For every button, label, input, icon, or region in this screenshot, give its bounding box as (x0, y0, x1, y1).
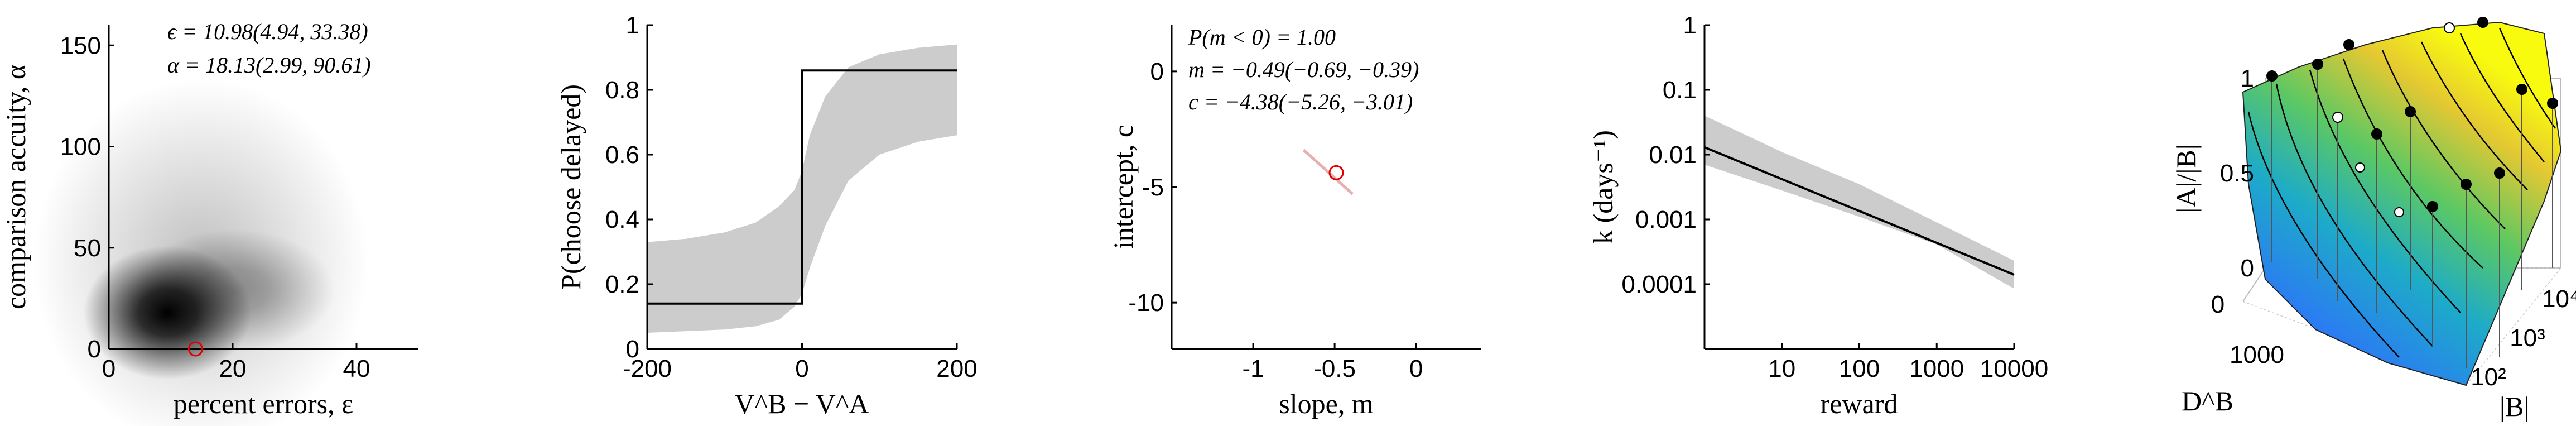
panel-2-series-line (647, 69, 957, 305)
y-tick-label: 0.01 (1649, 141, 1697, 169)
panel-2-xticks: -200 0 200 (623, 343, 978, 382)
y-tick-label: 50 (74, 234, 101, 262)
panel-4-credible-band (1705, 116, 2014, 289)
panel-3-marker (1328, 165, 1344, 180)
x-tick-label: 40 (343, 355, 370, 382)
x-tick-label: 200 (936, 355, 977, 382)
density-tail (134, 229, 335, 352)
panel-5-ylabel: D^B (2182, 385, 2233, 417)
panel-2-yticks: 0 0.2 0.4 0.6 0.8 1 (605, 12, 653, 363)
z-tick-label: 0 (2241, 255, 2254, 282)
panel-1-ylabel: comparison accuity, α (0, 65, 31, 309)
panel-2-xlabel: V^B − V^A (735, 388, 869, 419)
panel-3-yticks: -10 -5 0 (1128, 58, 1177, 317)
panel-5-xlabel: |B| (2500, 391, 2529, 422)
panel-3-posterior-line (1302, 149, 1354, 195)
panel-3-annotation-2: m = −0.49(−0.69, −0.39) (1188, 57, 1419, 82)
panel-2-choice-curve: -200 0 200 00.20.40.60.81 V^B − V^A P(choo… (555, 12, 978, 419)
y-tick-label: -10 (1128, 289, 1164, 317)
x-tick-label: 1000 (1909, 355, 1964, 382)
y-tick-label: 1 (626, 12, 639, 39)
y-tick-label: 0.0001 (1621, 271, 1697, 298)
panel-4-xticks: 10 100 1000 10000 (1768, 343, 2048, 382)
y-tick-label: 1 (1683, 12, 1697, 39)
panel-4-series-line (1704, 146, 2015, 276)
x-tick-label: -200 (623, 355, 672, 382)
panel-3-xlabel: slope, m (1279, 388, 1374, 419)
y-tick-label: 1000 (2230, 341, 2284, 368)
panel-1-heatmap: 0 20 40 0 50 100 150 ϵ = 10.98(4.94, 33.38) α… (0, 19, 418, 426)
panel-1-annotation-2: α = 18.13(2.99, 90.61) (167, 52, 371, 78)
z-tick-label: 0.5 (2220, 160, 2254, 187)
panel-1-axes (108, 25, 418, 350)
y-tick-label: 0 (1150, 58, 1164, 85)
y-tick-label: 0 (88, 336, 101, 363)
y-tick-label: -5 (1142, 174, 1164, 201)
panel-4-xlabel: reward (1821, 388, 1898, 419)
x-tick-label: 10⁴ (2542, 285, 2576, 313)
y-tick-label: 150 (60, 32, 101, 59)
x-tick-label: 0 (1409, 355, 1423, 382)
panel-1-marker (187, 341, 203, 357)
panel-3-ylabel: intercept, c (1108, 125, 1139, 249)
x-tick-label: 10² (2471, 363, 2506, 391)
x-tick-label: 0 (795, 355, 808, 382)
panel-4-ylabel: k (days⁻¹) (1587, 130, 1619, 244)
y-tick-label: 100 (60, 133, 101, 161)
x-tick-label: 10 (1768, 355, 1795, 382)
y-tick-label: 0.6 (605, 141, 639, 169)
panel-3-xticks: -1 -0.5 0 (1242, 343, 1423, 382)
panel-1-xticks: 0 20 40 (102, 343, 370, 382)
y-tick-label: 0 (2211, 291, 2224, 318)
x-tick-label: -0.5 (1313, 355, 1356, 382)
panel-5-zlabel: |A|/|B| (2170, 144, 2202, 213)
x-tick-label: 100 (1839, 355, 1880, 382)
x-tick-label: 0 (102, 355, 115, 382)
panel-3-annotation-3: c = −4.38(−5.26, −3.01) (1188, 89, 1413, 114)
panel-2-ylabel: P(choose delayed) (555, 84, 586, 290)
y-tick-label: 0 (626, 336, 639, 363)
panel-5-contour-lines (2247, 27, 2556, 358)
x-tick-label: 20 (219, 355, 247, 382)
y-tick-label: 0.8 (605, 76, 639, 104)
y-tick-label: 0.4 (605, 206, 639, 233)
x-tick-label: 10000 (1980, 355, 2048, 382)
y-tick-label: 0.1 (1663, 76, 1697, 104)
x-tick-label: -1 (1242, 355, 1264, 382)
panel-3-annotation-1: P(m < 0) = 1.00 (1188, 25, 1336, 50)
panel-3-parameter-space: -1 -0.5 0 -10 -5 0 P(m < 0) = 1.00 m = −0.49… (1108, 25, 1481, 419)
panel-1-xlabel: percent errors, ε (174, 388, 353, 419)
panel-4-yticks: 0.0001 0.001 0.01 0.1 1 (1621, 12, 1710, 298)
panel-5-points (2266, 17, 2558, 217)
panel-5-zticks: 00.51 (2220, 65, 2254, 282)
panel-1-yticks: 0 50 100 150 (60, 32, 114, 363)
y-tick-label: 0.2 (605, 271, 639, 298)
y-tick-label: 0.001 (1635, 206, 1697, 233)
panel-4-discount-rate: 10 100 1000 10000 0.0001 0.001 0.01 0.1 1 rewar… (1587, 12, 2048, 419)
panel-5-stems (2271, 64, 2553, 368)
x-tick-label: 10³ (2510, 324, 2545, 352)
panel-1-annotation-1: ϵ = 10.98(4.94, 33.38) (167, 19, 368, 44)
z-tick-label: 1 (2241, 65, 2254, 92)
